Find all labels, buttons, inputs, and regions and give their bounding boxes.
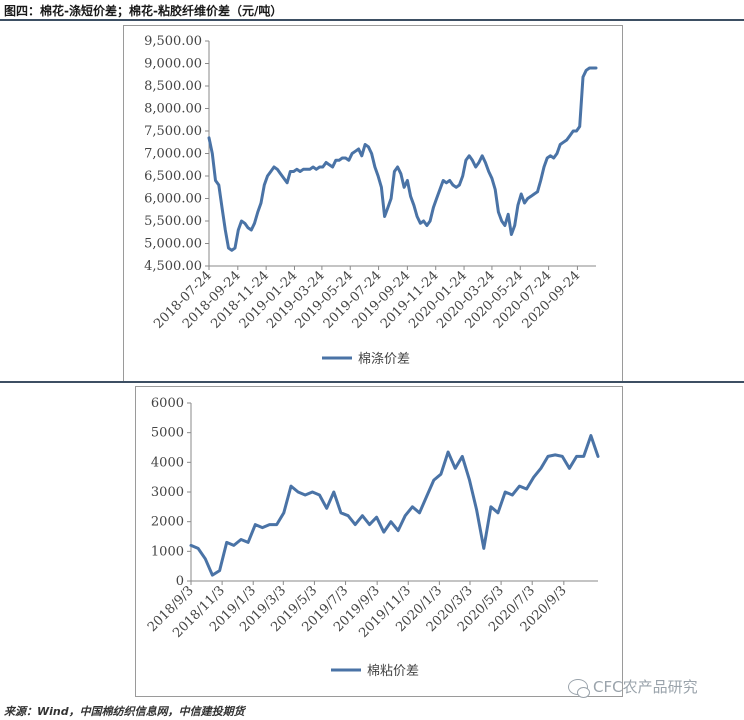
series-line (189, 434, 600, 577)
chart-panel-polyester: 4,500.00 5,000.00 5,500.00 6,000.00 6,500.00… (123, 25, 623, 382)
y-tick-label: 8,000.00 (144, 102, 202, 117)
y-tick-label: 9,500.00 (144, 34, 202, 49)
chart-viscose-spread: 01000200030004000500060002018/9/32018/11… (145, 396, 600, 679)
watermark: CFC农产品研究 (568, 676, 698, 698)
y-tick-label: 3000 (151, 485, 184, 500)
y-tick-label: 9,000.00 (144, 57, 202, 72)
top-rule (0, 19, 744, 21)
y-tick-label: 0 (176, 574, 184, 589)
figure-title: 图四：棉花-涤短价差；棉花-粘胶纤维价差（元/吨） (4, 4, 283, 18)
y-tick-label: 5,500.00 (144, 214, 202, 229)
watermark-text: CFC农产品研究 (593, 678, 698, 696)
y-tick-label: 8,500.00 (144, 79, 202, 94)
y-tick-label: 2000 (151, 515, 184, 530)
source-note: 来源：Wind，中国棉纺织信息网，中信建投期货 (4, 705, 245, 718)
wechat-icon (568, 678, 590, 698)
chart-panel-viscose: 0 1000 2000 3000 4000 5000 6000 2018/9/3 2018/11… (135, 386, 623, 697)
legend-label: 棉粘价差 (367, 664, 419, 679)
y-tick-label: 6,000.00 (144, 192, 202, 207)
y-tick-label: 5000 (151, 426, 184, 441)
y-tick-label: 7,000.00 (144, 147, 202, 162)
middle-rule (0, 381, 744, 383)
y-tick-label: 7,500.00 (144, 124, 202, 139)
y-tick-label: 6000 (151, 396, 184, 411)
y-tick-label: 4000 (151, 455, 184, 470)
y-tick-label: 5,000.00 (144, 237, 202, 252)
chart-polyester-spread: 4,500.00 5,000.00 5,500.00 6,000.00 6,500.00… (144, 34, 598, 367)
series-line (207, 66, 598, 252)
y-tick-label: 6,500.00 (144, 169, 202, 184)
legend-label: 棉涤价差 (358, 352, 410, 367)
y-tick-label: 4,500.00 (144, 259, 202, 274)
y-tick-label: 1000 (151, 544, 184, 559)
